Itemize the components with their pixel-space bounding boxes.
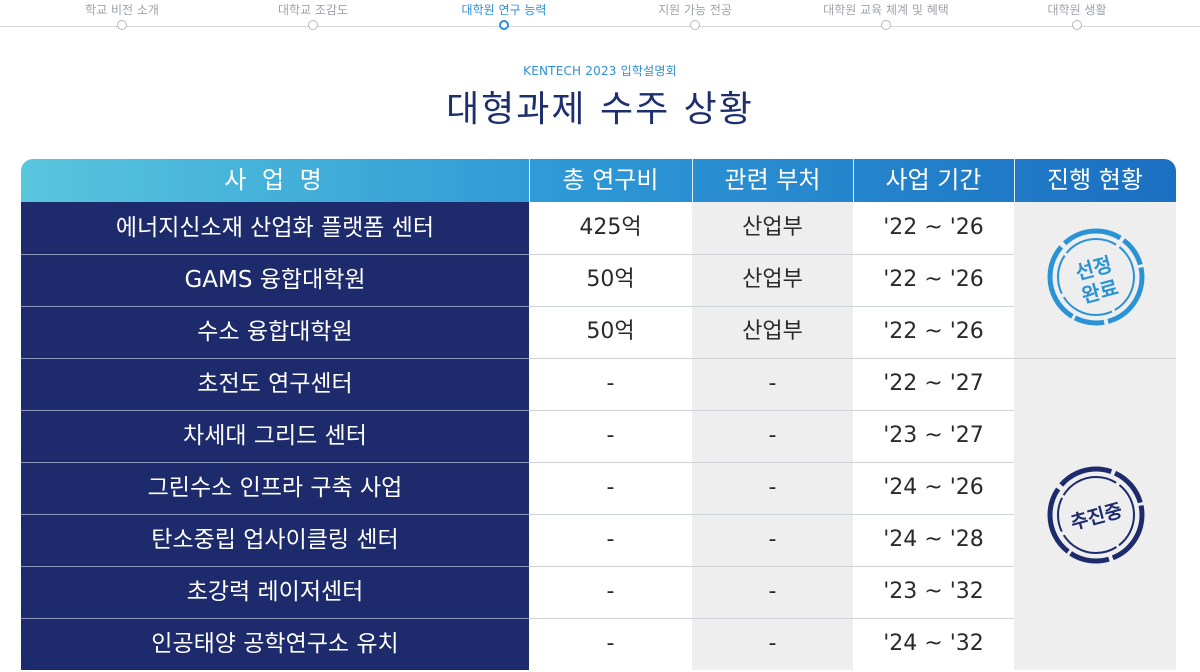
project-cost: - [529,462,692,514]
project-dept: - [692,618,853,670]
project-cost: 50억 [529,306,692,358]
nav-dot [308,20,318,30]
name-row-divider [21,514,529,515]
project-dept: - [692,514,853,566]
nav-dot [881,20,891,30]
nav-item-label: 지원 가능 전공 [658,3,732,17]
project-cost: 50억 [529,254,692,306]
column-header-dept: 관련 부처 [724,166,821,194]
project-dept: - [692,566,853,618]
project-period: '22 ~ '26 [853,306,1014,358]
header-divider [692,159,693,202]
table-row: 인공태양 공학연구소 유치 - - '24 ~ '32 [21,618,1176,670]
header-divider [529,159,530,202]
nav-item-graduate-life[interactable]: 대학원 생활 [982,0,1172,30]
table-row: 초강력 레이저센터 - - '23 ~ '32 [21,566,1176,618]
table-row: 그린수소 인프라 구축 사업 - - '24 ~ '26 [21,462,1176,514]
nav-dot-active [499,20,509,30]
project-period: '22 ~ '26 [853,254,1014,306]
project-cost: 425억 [529,202,692,254]
selected-complete-stamp: 선정 완료 [1047,228,1145,326]
project-cost: - [529,358,692,410]
project-name: 수소 융합대학원 [21,306,529,358]
project-dept: 산업부 [692,202,853,254]
name-row-divider [21,358,529,359]
project-name: 그린수소 인프라 구축 사업 [21,462,529,514]
name-row-divider [21,566,529,567]
page-subtitle: KENTECH 2023 입학설명회 [523,64,677,78]
nav-item-label: 학교 비전 소개 [85,3,159,17]
project-name: 에너지신소재 산업화 플랫폼 센터 [21,202,529,254]
name-row-divider [21,618,529,619]
nav-item-campus-view[interactable]: 대학교 조감도 [218,0,408,30]
nav-line [0,26,1200,27]
project-name: GAMS 융합대학원 [21,254,529,306]
column-header-status: 진행 현황 [1047,166,1143,194]
project-dept: - [692,462,853,514]
top-navigation: 학교 비전 소개 대학교 조감도 대학원 연구 능력 지원 가능 전공 대학원 … [0,0,1200,40]
column-header-name: 사 업 명 [224,166,326,194]
row-divider [21,358,1176,359]
nav-item-label: 대학원 연구 능력 [461,3,547,17]
in-progress-stamp: 추진중 [1047,466,1145,564]
status-group-selected [1014,202,1176,358]
project-cost: - [529,514,692,566]
project-period: '24 ~ '28 [853,514,1014,566]
table-row: 차세대 그리드 센터 - - '23 ~ '27 [21,410,1176,462]
table-row: 수소 융합대학원 50억 산업부 '22 ~ '26 [21,306,1176,358]
column-header-period: 사업 기간 [885,166,982,194]
header-divider [1014,159,1015,202]
project-period: '24 ~ '32 [853,618,1014,670]
table-row: 초전도 연구센터 - - '22 ~ '27 [21,358,1176,410]
nav-dot [117,20,127,30]
project-name: 차세대 그리드 센터 [21,410,529,462]
project-dept: 산업부 [692,254,853,306]
project-period: '23 ~ '32 [853,566,1014,618]
nav-item-label: 대학교 조감도 [277,3,349,17]
table-row: GAMS 융합대학원 50억 산업부 '22 ~ '26 [21,254,1176,306]
nav-item-label: 대학원 교육 체계 및 혜택 [823,3,949,17]
nav-item-label: 대학원 생활 [1047,3,1107,17]
header-divider [853,159,854,202]
nav-item-research-capability[interactable]: 대학원 연구 능력 [409,0,599,30]
project-name: 초강력 레이저센터 [21,566,529,618]
column-header-cost: 총 연구비 [562,166,659,194]
project-cost: - [529,566,692,618]
project-dept: 산업부 [692,306,853,358]
table-row: 에너지신소재 산업화 플랫폼 센터 425억 산업부 '22 ~ '26 [21,202,1176,254]
project-period: '22 ~ '26 [853,202,1014,254]
project-name: 인공태양 공학연구소 유치 [21,618,529,670]
project-cost: - [529,618,692,670]
project-cost: - [529,410,692,462]
name-row-divider [21,410,529,411]
project-period: '24 ~ '26 [853,462,1014,514]
stamp-text: 추진중 [1068,500,1124,535]
project-dept: - [692,358,853,410]
project-name: 초전도 연구센터 [21,358,529,410]
project-name: 탄소중립 업사이클링 센터 [21,514,529,566]
name-row-divider [21,306,529,307]
name-row-divider [21,254,529,255]
nav-dot [690,20,700,30]
project-period: '22 ~ '27 [853,358,1014,410]
name-row-divider [21,462,529,463]
table-row: 탄소중립 업사이클링 센터 - - '24 ~ '28 [21,514,1176,566]
nav-dot [1072,20,1082,30]
nav-item-school-vision[interactable]: 학교 비전 소개 [27,0,217,30]
project-period: '23 ~ '27 [853,410,1014,462]
status-group-in-progress [1014,358,1176,670]
page-title: 대형과제 수주 상황 [446,89,754,130]
project-dept: - [692,410,853,462]
nav-item-education-benefits[interactable]: 대학원 교육 체계 및 혜택 [791,0,981,30]
nav-item-majors[interactable]: 지원 가능 전공 [600,0,790,30]
table-header: 사 업 명 총 연구비 관련 부처 사업 기간 진행 현황 [21,159,1176,202]
